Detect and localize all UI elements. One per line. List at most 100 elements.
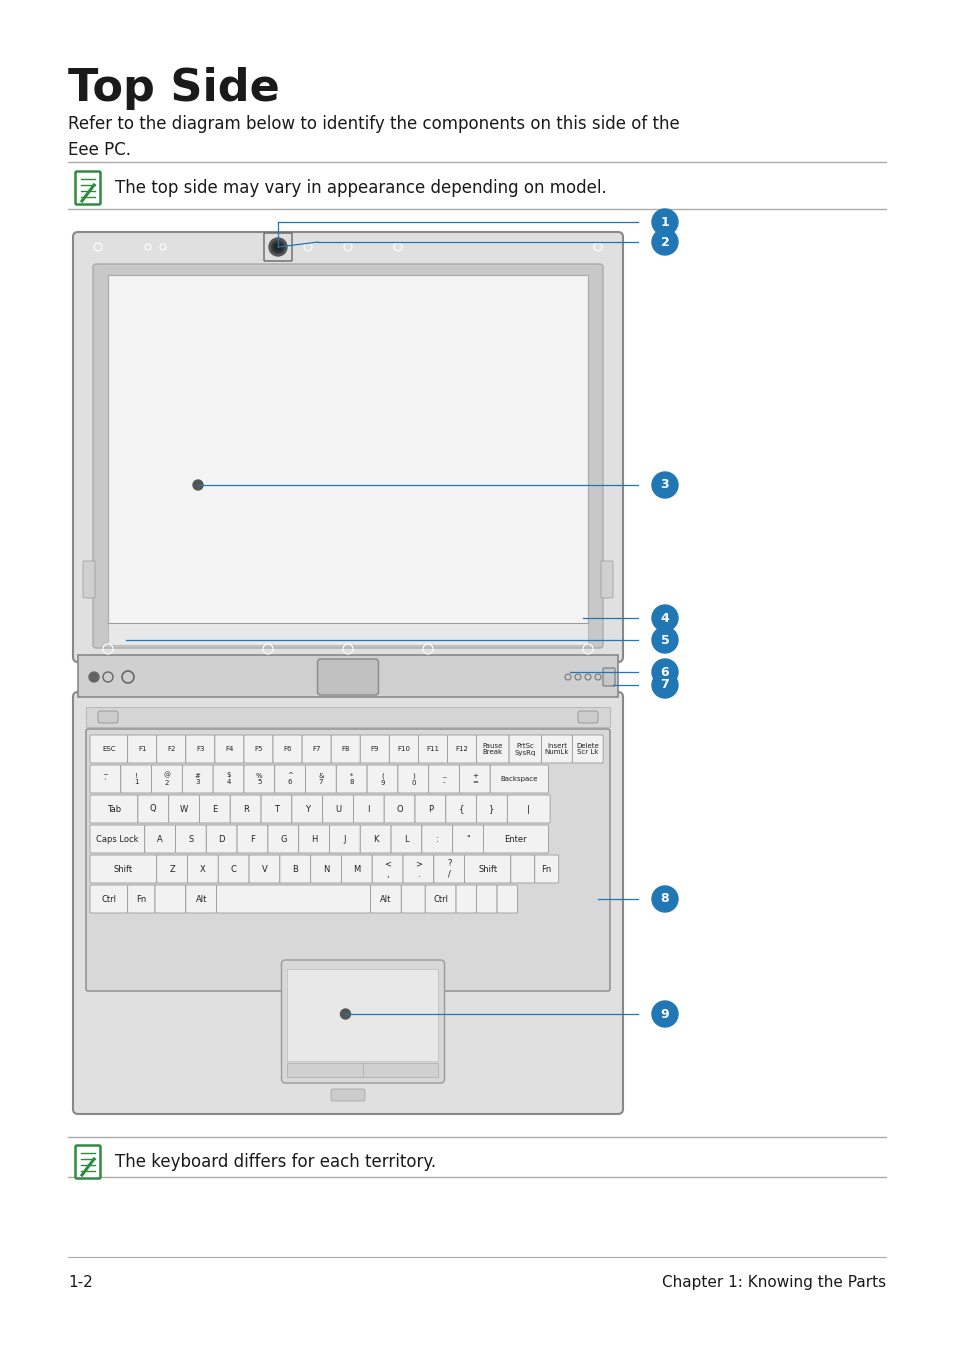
Circle shape xyxy=(651,605,678,631)
Text: (
9: ( 9 xyxy=(380,772,384,786)
Text: P: P xyxy=(427,805,433,813)
FancyBboxPatch shape xyxy=(476,735,509,763)
Text: Chapter 1: Knowing the Parts: Chapter 1: Knowing the Parts xyxy=(661,1276,885,1291)
Text: Alt: Alt xyxy=(380,894,391,904)
Text: $
4: $ 4 xyxy=(226,772,231,786)
Circle shape xyxy=(651,627,678,653)
Text: Delete
Scr Lk: Delete Scr Lk xyxy=(576,742,598,756)
FancyBboxPatch shape xyxy=(391,825,421,854)
Text: ": " xyxy=(466,835,470,844)
Bar xyxy=(287,969,438,1061)
FancyBboxPatch shape xyxy=(602,668,615,687)
FancyBboxPatch shape xyxy=(317,660,378,695)
Circle shape xyxy=(193,480,203,490)
FancyBboxPatch shape xyxy=(428,765,459,792)
Circle shape xyxy=(651,886,678,912)
Text: 5: 5 xyxy=(659,634,669,646)
Text: 3: 3 xyxy=(660,479,669,491)
FancyBboxPatch shape xyxy=(206,825,237,854)
Text: ^
6: ^ 6 xyxy=(287,772,293,786)
Text: Y: Y xyxy=(304,805,310,813)
FancyBboxPatch shape xyxy=(169,795,199,822)
FancyBboxPatch shape xyxy=(273,735,302,763)
Text: ⏻: ⏻ xyxy=(91,673,96,680)
Text: S: S xyxy=(188,835,193,844)
FancyBboxPatch shape xyxy=(459,765,490,792)
FancyBboxPatch shape xyxy=(188,855,218,883)
FancyBboxPatch shape xyxy=(497,885,517,913)
Text: C: C xyxy=(231,864,236,874)
Text: K: K xyxy=(373,835,378,844)
Circle shape xyxy=(340,1010,350,1019)
Text: |: | xyxy=(527,805,530,813)
Circle shape xyxy=(274,244,281,250)
Text: F: F xyxy=(250,835,254,844)
Text: F7: F7 xyxy=(312,746,320,752)
FancyBboxPatch shape xyxy=(434,855,464,883)
Bar xyxy=(108,623,587,645)
FancyBboxPatch shape xyxy=(367,765,397,792)
FancyBboxPatch shape xyxy=(402,855,434,883)
Text: Ctrl: Ctrl xyxy=(101,894,116,904)
FancyBboxPatch shape xyxy=(274,765,305,792)
FancyBboxPatch shape xyxy=(421,825,452,854)
Text: F2: F2 xyxy=(167,746,175,752)
Text: O: O xyxy=(395,805,402,813)
FancyBboxPatch shape xyxy=(213,765,244,792)
Text: R: R xyxy=(242,805,249,813)
Text: Shift: Shift xyxy=(113,864,132,874)
FancyBboxPatch shape xyxy=(75,1145,100,1178)
FancyBboxPatch shape xyxy=(237,825,268,854)
FancyBboxPatch shape xyxy=(445,795,476,822)
Text: L: L xyxy=(404,835,408,844)
Text: 1: 1 xyxy=(659,216,669,228)
Text: {: { xyxy=(458,805,463,813)
Text: 4: 4 xyxy=(659,612,669,624)
Text: G: G xyxy=(280,835,286,844)
FancyBboxPatch shape xyxy=(90,855,156,883)
FancyBboxPatch shape xyxy=(476,795,507,822)
FancyBboxPatch shape xyxy=(156,735,186,763)
FancyBboxPatch shape xyxy=(214,735,244,763)
FancyBboxPatch shape xyxy=(78,655,618,697)
FancyBboxPatch shape xyxy=(73,692,622,1114)
Bar xyxy=(110,277,585,632)
Text: *
8: * 8 xyxy=(349,772,354,786)
Text: Tab: Tab xyxy=(107,805,121,813)
Text: N: N xyxy=(322,864,329,874)
Text: X: X xyxy=(200,864,206,874)
Circle shape xyxy=(651,209,678,235)
FancyBboxPatch shape xyxy=(447,735,476,763)
Text: B: B xyxy=(292,864,298,874)
Text: +
=: + = xyxy=(472,772,477,786)
FancyBboxPatch shape xyxy=(98,711,118,723)
FancyBboxPatch shape xyxy=(360,825,391,854)
Text: Backspace: Backspace xyxy=(500,776,537,782)
Text: The keyboard differs for each territory.: The keyboard differs for each territory. xyxy=(115,1153,436,1171)
Text: J: J xyxy=(343,835,346,844)
Text: D: D xyxy=(218,835,225,844)
Text: F9: F9 xyxy=(370,746,378,752)
Text: &
7: & 7 xyxy=(318,772,323,786)
Circle shape xyxy=(651,229,678,255)
FancyBboxPatch shape xyxy=(281,959,444,1083)
FancyBboxPatch shape xyxy=(186,885,216,913)
FancyBboxPatch shape xyxy=(138,795,169,822)
Text: Fn: Fn xyxy=(136,894,147,904)
Text: H: H xyxy=(311,835,317,844)
FancyBboxPatch shape xyxy=(490,765,548,792)
Text: Caps Lock: Caps Lock xyxy=(96,835,138,844)
Text: _
-: _ - xyxy=(442,772,445,786)
Text: >
.: > . xyxy=(415,859,421,879)
Text: ?
/: ? / xyxy=(447,859,451,879)
Circle shape xyxy=(269,237,287,256)
Text: M: M xyxy=(353,864,360,874)
FancyBboxPatch shape xyxy=(397,765,428,792)
Text: Insert
NumLk: Insert NumLk xyxy=(544,742,569,756)
Text: )
0: ) 0 xyxy=(411,772,416,786)
Circle shape xyxy=(651,660,678,685)
Text: F6: F6 xyxy=(283,746,292,752)
Text: Alt: Alt xyxy=(195,894,207,904)
Text: Z: Z xyxy=(169,864,174,874)
FancyBboxPatch shape xyxy=(464,855,510,883)
